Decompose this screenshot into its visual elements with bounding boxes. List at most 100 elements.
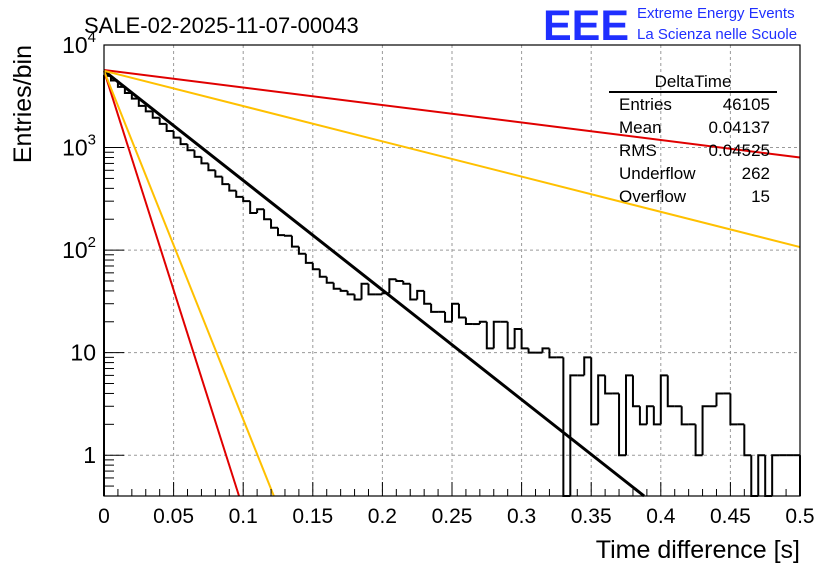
eee-logo-mark: EEE xyxy=(543,2,629,50)
stats-box-title: DeltaTime xyxy=(655,72,732,91)
histogram-bin xyxy=(666,375,675,408)
eee-logo: EEE Extreme Energy Events La Scienza nel… xyxy=(543,2,797,50)
histogram-bin xyxy=(750,455,759,497)
histogram-bin xyxy=(680,406,689,426)
y-tick-label: 102 xyxy=(62,234,96,263)
axis-ticks: 0 0.05 0.1 0.15 0.2 0.25 0.3 0.35 0.4 0.45 0.5 1 10 1… xyxy=(62,29,815,528)
histogram-bin xyxy=(757,454,766,496)
histogram-bin xyxy=(158,117,167,125)
stats-mean-value: 0.04137 xyxy=(709,118,770,137)
histogram-bin xyxy=(485,321,494,350)
y-tick-label: 1 xyxy=(83,442,96,468)
histogram-bin xyxy=(743,424,752,457)
histogram-bin xyxy=(228,184,237,192)
histogram-bin xyxy=(207,163,216,172)
histogram-bin xyxy=(388,278,397,294)
histogram-bin xyxy=(583,356,592,376)
fit-curve-black xyxy=(103,69,646,498)
histogram-bin xyxy=(715,392,724,407)
histogram-bin xyxy=(541,347,550,353)
histogram-bin xyxy=(444,311,452,323)
logo-line-2: La Scienza nelle Scuole xyxy=(637,26,797,43)
histogram-bin xyxy=(548,348,557,359)
stats-overflow-label: Overflow xyxy=(619,187,687,206)
histogram-bin xyxy=(562,357,571,497)
stats-entries-value: 46105 xyxy=(723,95,770,114)
histogram-bin xyxy=(200,156,209,165)
histogram-bin xyxy=(290,235,299,248)
fit-curve-red-slow xyxy=(103,69,801,159)
histogram-bin xyxy=(416,289,425,300)
chart-title: SALE-02-2025-11-07-00043 xyxy=(84,13,359,38)
fit-curve-orange-fast xyxy=(103,70,275,497)
histogram-bin xyxy=(652,406,661,426)
histogram-bin xyxy=(221,176,230,186)
histogram-bin xyxy=(645,405,654,425)
histogram-bin xyxy=(318,269,327,278)
histogram-bin xyxy=(249,201,258,215)
histogram-bin xyxy=(764,455,773,497)
x-tick-label: 0.45 xyxy=(710,505,751,528)
histogram-bin xyxy=(165,123,174,132)
histogram-bin xyxy=(256,208,265,214)
histogram-bin xyxy=(144,105,153,113)
histogram-bin xyxy=(423,290,432,305)
histogram-bin xyxy=(172,131,181,139)
histogram-bin xyxy=(457,303,466,319)
histogram-bin xyxy=(590,357,599,426)
histogram-bin xyxy=(569,374,578,496)
histogram-bin xyxy=(367,283,376,296)
stats-underflow-value: 262 xyxy=(742,164,770,183)
histogram-bin xyxy=(604,375,613,395)
histogram-bin xyxy=(270,219,278,229)
stats-rms-value: 0.04525 xyxy=(709,141,770,160)
histogram-bin xyxy=(235,190,244,198)
histogram-bin xyxy=(771,454,780,496)
histogram-bin xyxy=(339,288,348,292)
histogram-bin xyxy=(346,290,355,296)
histogram-bin xyxy=(506,321,515,350)
histogram-bin xyxy=(130,93,139,100)
stats-rms-label: RMS xyxy=(619,141,657,160)
fit-curve-orange-slow xyxy=(103,69,801,249)
x-tick-label: 0.35 xyxy=(571,505,612,528)
histogram-bin xyxy=(625,374,633,456)
x-tick-label: 0.05 xyxy=(153,505,194,528)
histogram-bin xyxy=(311,262,320,271)
x-tick-label: 0.25 xyxy=(432,505,473,528)
histogram-bin xyxy=(513,328,522,349)
histogram-bin xyxy=(464,317,473,326)
histogram-bin xyxy=(409,283,418,301)
histogram-bin xyxy=(520,329,529,350)
histogram-bin xyxy=(451,302,459,322)
y-tick-label: 103 xyxy=(62,132,96,161)
histogram-bin xyxy=(478,320,487,325)
x-tick-label: 0.2 xyxy=(368,505,397,528)
histogram-bin xyxy=(353,294,362,301)
histogram-bin xyxy=(325,276,334,284)
histogram-bin xyxy=(729,393,738,426)
logo-line-1: Extreme Energy Events xyxy=(637,5,795,22)
histogram-bin xyxy=(263,209,272,221)
histogram-bin xyxy=(395,279,404,282)
histogram-bin xyxy=(193,150,202,158)
histogram-bin xyxy=(694,424,703,457)
histogram-bin xyxy=(430,303,439,313)
histogram-bin xyxy=(103,74,111,496)
histogram-bin xyxy=(277,227,285,237)
fit-curves xyxy=(103,69,801,498)
histogram-bin xyxy=(527,348,536,354)
histogram-bin xyxy=(638,406,647,426)
fit-curve-red-fast xyxy=(103,70,240,497)
stats-overflow-value: 15 xyxy=(751,187,770,206)
stats-mean-label: Mean xyxy=(619,118,662,137)
histogram-bin xyxy=(597,374,606,425)
x-tick-label: 0 xyxy=(98,505,110,528)
histogram-bin xyxy=(659,374,668,425)
histogram-bin xyxy=(186,144,195,152)
y-tick-label: 104 xyxy=(62,29,96,58)
histogram-bin xyxy=(304,253,313,264)
stats-box: DeltaTime Entries 46105 Mean 0.04137 RMS… xyxy=(609,72,777,206)
x-tick-label: 0.3 xyxy=(507,505,536,528)
